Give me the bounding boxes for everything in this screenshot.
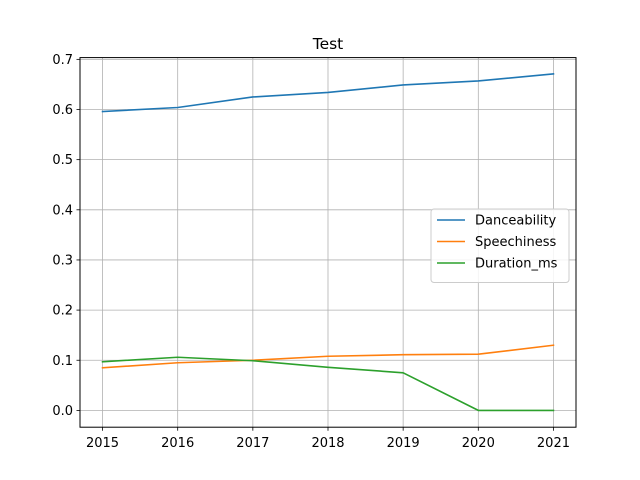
y-tick-label: 0.7 bbox=[52, 53, 73, 68]
legend-label: Speechiness bbox=[475, 235, 557, 250]
x-tick-label: 2019 bbox=[387, 436, 420, 451]
chart-title: Test bbox=[312, 35, 344, 53]
series-line-danceability bbox=[101, 73, 555, 113]
series-line-duration_ms bbox=[101, 356, 555, 412]
x-tick-label: 2017 bbox=[236, 436, 269, 451]
y-tick-label: 0.6 bbox=[52, 103, 73, 118]
legend-label: Duration_ms bbox=[475, 257, 558, 272]
x-tick-label: 2016 bbox=[161, 436, 194, 451]
y-tick-label: 0.3 bbox=[52, 253, 73, 268]
series-lines bbox=[101, 73, 555, 412]
axis-ticks: 2015 2016 2017 2018 2019 2020 2021 0.0 0.1 0.2 0.3… bbox=[52, 53, 570, 451]
series-line-speechiness bbox=[101, 344, 555, 369]
y-tick-label: 0.4 bbox=[52, 203, 73, 218]
x-tick-label: 2020 bbox=[462, 436, 495, 451]
y-tick-label: 0.1 bbox=[52, 354, 73, 369]
x-tick-label: 2018 bbox=[311, 436, 344, 451]
legend: Danceability Speechiness Duration_ms bbox=[430, 208, 570, 283]
y-tick-label: 0.0 bbox=[52, 404, 73, 419]
legend-label: Danceability bbox=[475, 214, 557, 229]
y-tick-label: 0.5 bbox=[52, 153, 73, 168]
x-tick-label: 2021 bbox=[537, 436, 570, 451]
y-tick-label: 0.2 bbox=[52, 304, 73, 319]
x-tick-label: 2015 bbox=[86, 436, 119, 451]
legend-box bbox=[430, 208, 570, 283]
